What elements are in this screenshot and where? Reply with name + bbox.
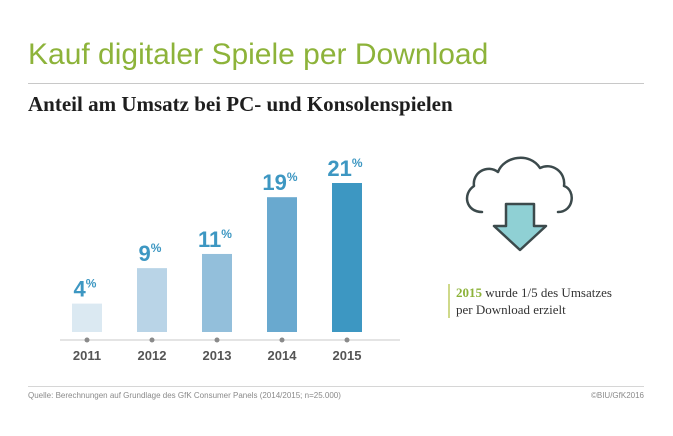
chart-subtitle: Anteil am Umsatz bei PC- und Konsolenspi…: [28, 92, 453, 116]
x-tick-mark: [84, 337, 90, 343]
source-note: Quelle: Berechnungen auf Grundlage des G…: [28, 391, 341, 400]
footer-divider: [28, 386, 644, 387]
bar-2013: [202, 253, 232, 332]
x-tick-mark: [279, 337, 285, 343]
callout-line2: per Download erzielt: [456, 302, 566, 317]
bar-2014: [267, 197, 297, 332]
title-divider: [28, 83, 644, 84]
callout-line1: wurde 1/5 des Umsatzes: [482, 285, 612, 300]
bar-value-label: 19%: [262, 170, 297, 195]
x-tick-label: 2015: [333, 348, 362, 363]
x-tick-label: 2012: [138, 348, 167, 363]
bar-value-label: 4%: [74, 277, 97, 302]
x-tick-label: 2014: [268, 348, 298, 363]
x-tick-mark: [214, 337, 220, 343]
bar-2012: [137, 268, 167, 332]
copyright-note: ©BIU/GfK2016: [590, 391, 644, 400]
bar-value-label: 9%: [139, 241, 162, 266]
bar-value-label: 21%: [327, 156, 362, 181]
bar-value-label: 11%: [198, 227, 232, 252]
chart-title: Kauf digitaler Spiele per Download: [28, 38, 489, 71]
x-tick-mark: [344, 337, 350, 343]
bar-2011: [72, 303, 102, 332]
callout-text: 2015 wurde 1/5 des Umsatzes per Download…: [448, 284, 612, 318]
cloud-download-icon: [460, 152, 580, 262]
x-tick-label: 2013: [203, 348, 232, 363]
x-tick-label: 2011: [73, 348, 101, 363]
bar-2015: [332, 183, 362, 332]
x-tick-mark: [149, 337, 155, 343]
callout-year: 2015: [456, 285, 482, 300]
